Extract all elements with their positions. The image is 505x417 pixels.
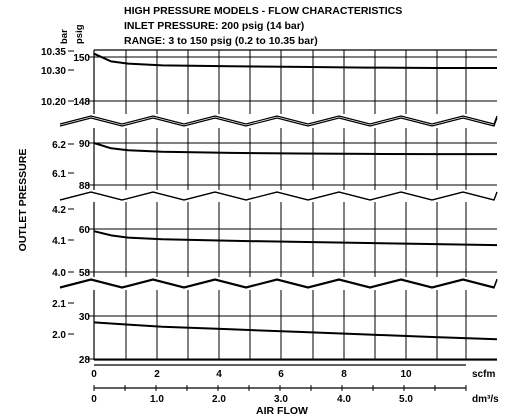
x-tick-label-metric: 0	[91, 394, 97, 405]
break-line-top	[59, 117, 498, 127]
bar-tick-label: 6.2	[52, 140, 66, 151]
bar-tick-label: 6.1	[52, 169, 66, 180]
bar-tick-label: 4.0	[52, 268, 66, 279]
panel-4: 30 28 2.1 2.0	[52, 279, 498, 366]
bar-tick-label: 4.2	[52, 205, 66, 216]
y-axis-label: OUTLET PRESSURE	[17, 149, 29, 252]
series-line	[93, 230, 498, 247]
psig-tick-label: 58	[79, 268, 91, 279]
psig-unit-label: psig	[74, 24, 85, 44]
panels-group: 150 148 10.35 10.30 10.20 90 88 6.2 6.1 60 58 4.2 4.…	[41, 47, 498, 366]
psig-tick-label: 60	[79, 225, 91, 236]
x-tick-label-scfm: 2	[154, 369, 160, 380]
psig-tick-label: 90	[79, 139, 91, 150]
psig-tick-label: 150	[73, 53, 90, 64]
x-unit-scfm: scfm	[472, 369, 495, 380]
x-tick-label-scfm: 4	[216, 369, 222, 380]
bar-tick-label: 2.1	[52, 299, 66, 310]
x-tick-label-scfm: 10	[400, 369, 412, 380]
break-line-top	[59, 279, 498, 289]
psig-tick-label: 28	[79, 355, 91, 366]
x-tick-label-metric: 3.0	[274, 394, 288, 405]
x-unit-metric: dm³/s	[472, 394, 499, 405]
x-tick-label-scfm: 0	[91, 369, 97, 380]
panel-3: 60 58 4.2 4.1 4.0	[52, 191, 498, 288]
x-tick-label-metric: 4.0	[337, 394, 351, 405]
panel-2: 90 88 6.2 6.1	[52, 117, 498, 201]
chart-subtitle-inlet: INLET PRESSURE: 200 psig (14 bar)	[124, 20, 304, 32]
break-line-bottom	[59, 278, 498, 288]
series-line	[93, 142, 497, 156]
psig-tick-label: 88	[79, 181, 91, 192]
series-line	[93, 321, 498, 341]
bar-tick-label: 4.1	[52, 236, 66, 247]
x-tick-label-metric: 5.0	[399, 394, 413, 405]
x-tick-label-scfm: 8	[341, 369, 347, 380]
x-tick-label-scfm: 6	[278, 369, 284, 380]
break-line-top	[59, 191, 498, 201]
bar-tick-label: 10.20	[41, 97, 66, 108]
chart-title: HIGH PRESSURE MODELS - FLOW CHARACTERIST…	[124, 5, 402, 17]
panel-1: 150 148 10.35 10.30 10.20	[41, 47, 498, 125]
series-line	[93, 52, 497, 69]
psig-tick-label: 30	[79, 312, 91, 323]
bar-tick-label: 10.35	[41, 47, 66, 58]
x-axis-label: AIR FLOW	[256, 405, 308, 417]
bar-tick-label: 10.30	[41, 66, 66, 77]
bar-unit-label: bar	[59, 29, 70, 44]
x-ticks-group: 0 2 4 6 8 10 0 1.0 2.0 3.0 4.0 5.0	[91, 364, 467, 405]
break-line-bottom	[59, 115, 498, 125]
chart-subtitle-range: RANGE: 3 to 150 psig (0.2 to 10.35 bar)	[124, 35, 318, 47]
bar-tick-label: 2.0	[52, 330, 66, 341]
x-tick-label-metric: 1.0	[150, 394, 164, 405]
x-tick-label-metric: 2.0	[212, 394, 226, 405]
psig-tick-label: 148	[73, 97, 90, 108]
